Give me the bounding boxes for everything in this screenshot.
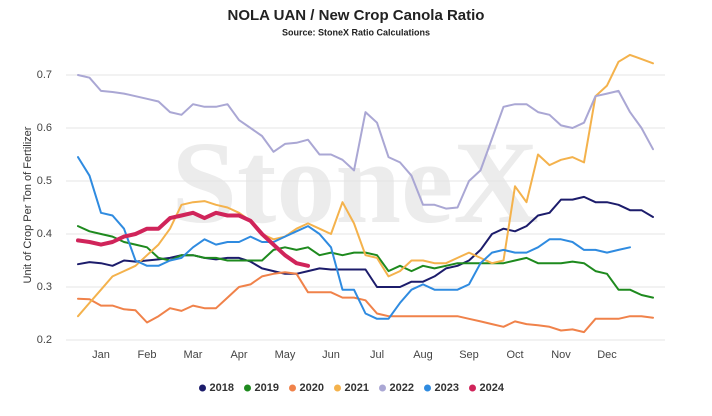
y-tick-label: 0.3 [37,281,52,293]
series-line [77,271,654,334]
legend-marker [424,384,431,392]
x-tick-label: Sep [459,349,479,361]
plot-area [76,53,654,334]
y-tick-label: 0.7 [37,69,52,81]
legend-label: 2020 [300,382,324,394]
chart-subtitle: Source: StoneX Ratio Calculations [282,27,430,37]
legend-label: 2024 [480,382,505,394]
legend-marker [199,384,206,392]
x-tick-label: Nov [551,349,571,361]
legend-marker [244,384,251,392]
x-tick-label: Dec [597,349,617,361]
series-line [77,74,654,210]
x-tick-label: Feb [138,349,157,361]
series-line [77,195,654,288]
y-tick-label: 0.6 [37,122,52,134]
legend-marker [469,384,476,392]
legend-label: 2021 [345,382,369,394]
x-tick-label: May [275,349,296,361]
series-line [77,156,631,320]
y-tick-label: 0.5 [37,175,52,187]
chart-title: NOLA UAN / New Crop Canola Ratio [228,7,485,24]
legend-marker [379,384,386,392]
x-tick-label: Mar [184,349,203,361]
legend-marker [289,384,296,392]
legend-label: 2022 [390,382,414,394]
y-axis-label: Unit of Crop Per Ton of Fertilizer [22,126,34,283]
legend-label: 2023 [435,382,459,394]
x-tick-label: Jul [370,349,384,361]
x-tick-label: Oct [506,349,523,361]
series-line [76,210,310,268]
series-line [77,53,654,318]
legend-marker [334,384,341,392]
x-tick-label: Apr [230,349,247,361]
y-tick-label: 0.4 [37,228,52,240]
y-tick-label: 0.2 [37,334,52,346]
legend-label: 2019 [255,382,279,394]
legend-label: 2018 [210,382,234,394]
x-tick-label: Jun [322,349,340,361]
x-tick-label: Aug [413,349,433,361]
x-tick-label: Jan [92,349,110,361]
